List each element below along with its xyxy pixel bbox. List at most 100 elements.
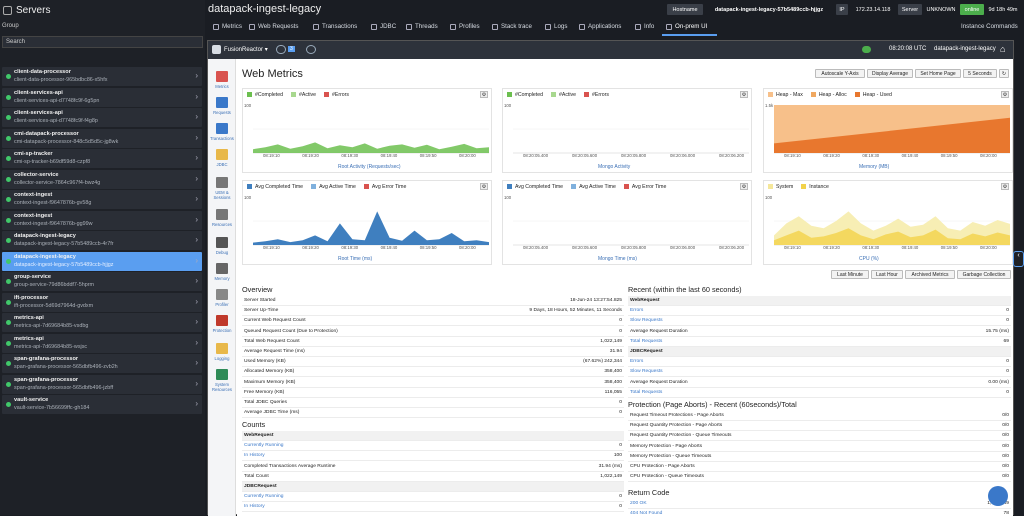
legend-item[interactable]: Avg Active Time [571,184,616,190]
nav-jdbc[interactable]: JDBC [209,149,235,167]
legend-item[interactable]: Avg Error Time [623,184,666,190]
row-label[interactable]: Errors [630,308,644,314]
last-minute-button[interactable]: Last Minute [831,270,869,279]
legend-item[interactable]: Heap - Used [854,92,892,98]
legend-item[interactable]: Avg Completed Time [507,184,563,190]
tab-web-requests[interactable]: Web Requests [249,23,298,30]
chart-title[interactable]: Root Time (ms) [338,256,373,262]
nav-protection[interactable]: Protection [209,315,235,333]
chart-title[interactable]: Memory (MB) [859,164,890,170]
service-item[interactable]: cmi-sp-tracker cmi-sp-tracker-b69df59d8-c… [2,149,202,168]
row-label[interactable]: Currently Running [244,494,284,500]
legend-item[interactable]: #Errors [584,92,609,98]
last-hour-button[interactable]: Last Hour [871,270,903,279]
row-label[interactable]: Total Requests [630,338,663,344]
chart-settings-icon[interactable]: ⚙ [1001,91,1009,98]
instance-commands-menu[interactable]: Instance Commands [961,23,1018,30]
service-item[interactable]: context-ingest context-ingest-f9647876b-g… [2,190,202,209]
home-icon[interactable]: ⌂ [1000,44,1006,54]
legend-item[interactable]: Avg Active Time [311,184,356,190]
legend-item[interactable]: Heap - Max [768,92,803,98]
service-item[interactable]: datapack-ingest-legacy datapack-ingest-le… [2,251,202,271]
tab-transactions[interactable]: Transactions [313,23,357,30]
collapse-panel-button[interactable]: ‹ [1013,251,1024,267]
tab-on-prem-ui[interactable]: On-prem UI [666,23,707,30]
chart-settings-icon[interactable]: ⚙ [740,183,748,190]
set-home-page-button[interactable]: Set Home Page [915,69,961,78]
legend-item[interactable]: #Completed [507,92,543,98]
legend-item[interactable]: #Active [550,92,576,98]
nav-uem-sessions[interactable]: UEM & Sessions [209,177,235,200]
nav-logging[interactable]: Logging [209,343,235,361]
legend-item[interactable]: Instance [801,184,829,190]
cloud-icon[interactable] [862,46,871,53]
row-label[interactable]: 200 OK [630,501,647,506]
row-label[interactable]: Slow Requests [630,318,663,324]
interval-select[interactable]: 5 Seconds [963,69,997,78]
tab-threads[interactable]: Threads [406,23,438,30]
archived-metrics-button[interactable]: Archived Metrics [905,270,955,279]
service-item[interactable]: metrics-api metrics-api-7d69684b85-wsjsc › [2,333,202,353]
service-item[interactable]: vault-service vault-service-7b56699ffc-gh… [2,395,202,414]
nav-metrics[interactable]: Metrics [209,71,235,89]
chart-title[interactable]: Mongo Activity [598,164,631,170]
nav-profiler[interactable]: Profiler [209,289,235,307]
row-label[interactable]: In History [244,504,265,510]
search-input[interactable]: Search [2,36,203,48]
legend-item[interactable]: #Errors [324,92,349,98]
nav-resources[interactable]: Resources [209,209,235,227]
service-item[interactable]: datapack-ingest-legacy datapack-ingest-le… [2,231,202,250]
tab-logs[interactable]: Logs [545,23,567,30]
service-item[interactable]: span-grafana-processor span-grafana-proce… [2,374,202,394]
service-item[interactable]: context-ingest context-ingest-f9647876b-g… [2,210,202,230]
service-item[interactable]: client-services-api client-services-api-d… [2,108,202,127]
globe-icon[interactable] [306,45,316,54]
row-label[interactable]: Slow Requests [630,369,663,375]
legend-item[interactable]: System [768,184,793,190]
tab-stack-trace[interactable]: Stack trace [492,23,532,30]
row-label[interactable]: In History [244,453,265,459]
service-item[interactable]: span-grafana-processor span-grafana-proce… [2,354,202,373]
chart-title[interactable]: Root Activity (Requests/sec) [338,164,401,170]
service-item[interactable]: group-service group-service-79d86bddf7-5h… [2,272,202,291]
legend-item[interactable]: #Completed [247,92,283,98]
legend-item[interactable]: Heap - Alloc [810,92,847,98]
chart-settings-icon[interactable]: ⚙ [1001,183,1009,190]
service-item[interactable]: cmi-datapack-processor cmi-datapack-proce… [2,128,202,148]
autoscale-button[interactable]: Autoscale Y-Axis [815,69,865,78]
service-item[interactable]: collector-service collector-service-7864c… [2,169,202,189]
chat-widget-button[interactable] [988,486,1008,506]
tab-metrics[interactable]: Metrics [213,23,242,30]
chat-icon[interactable] [276,45,286,54]
service-item[interactable]: client-data-processor client-data-process… [2,67,202,86]
legend-item[interactable]: Avg Error Time [363,184,406,190]
refresh-button[interactable]: ↻ [999,69,1009,78]
nav-debug[interactable]: Debug [209,237,235,255]
nav-requests[interactable]: Requests [209,97,235,115]
nav-system-resources[interactable]: System Resources [209,369,235,392]
chart-title[interactable]: Mongo Time (ms) [598,256,637,262]
garbage-collection-button[interactable]: Garbage Collection [957,270,1011,279]
service-item[interactable]: ift-processor ift-processor-5d69d7964d-gv… [2,292,202,312]
nav-transactions[interactable]: Transactions [209,123,235,141]
row-label[interactable]: Errors [630,359,644,365]
tab-jdbc[interactable]: JDBC [371,23,396,30]
legend-item[interactable]: Avg Completed Time [247,184,303,190]
fr-brand[interactable]: FusionReactor ▾ [224,47,268,53]
service-item[interactable]: metrics-api metrics-api-7d69684b85-vsdbg › [2,313,202,332]
nav-memory[interactable]: Memory [209,263,235,281]
row-label[interactable]: Total Requests [630,389,663,395]
tab-applications[interactable]: Applications [579,23,621,30]
service-item[interactable]: client-services-api client-services-api-d… [2,87,202,107]
tab-profiles[interactable]: Profiles [450,23,480,30]
chart-settings-icon[interactable]: ⚙ [740,91,748,98]
row-label[interactable]: 404 Not Found [630,511,663,516]
row-label[interactable]: Currently Running [244,443,284,449]
display-average-button[interactable]: Display Average [867,69,913,78]
chart-settings-icon[interactable]: ⚙ [480,183,488,190]
group-selector[interactable]: Group [2,23,19,29]
tab-info[interactable]: Info [635,23,654,30]
chart-title[interactable]: CPU (%) [859,256,879,262]
chart-settings-icon[interactable]: ⚙ [480,91,488,98]
legend-item[interactable]: #Active [290,92,316,98]
